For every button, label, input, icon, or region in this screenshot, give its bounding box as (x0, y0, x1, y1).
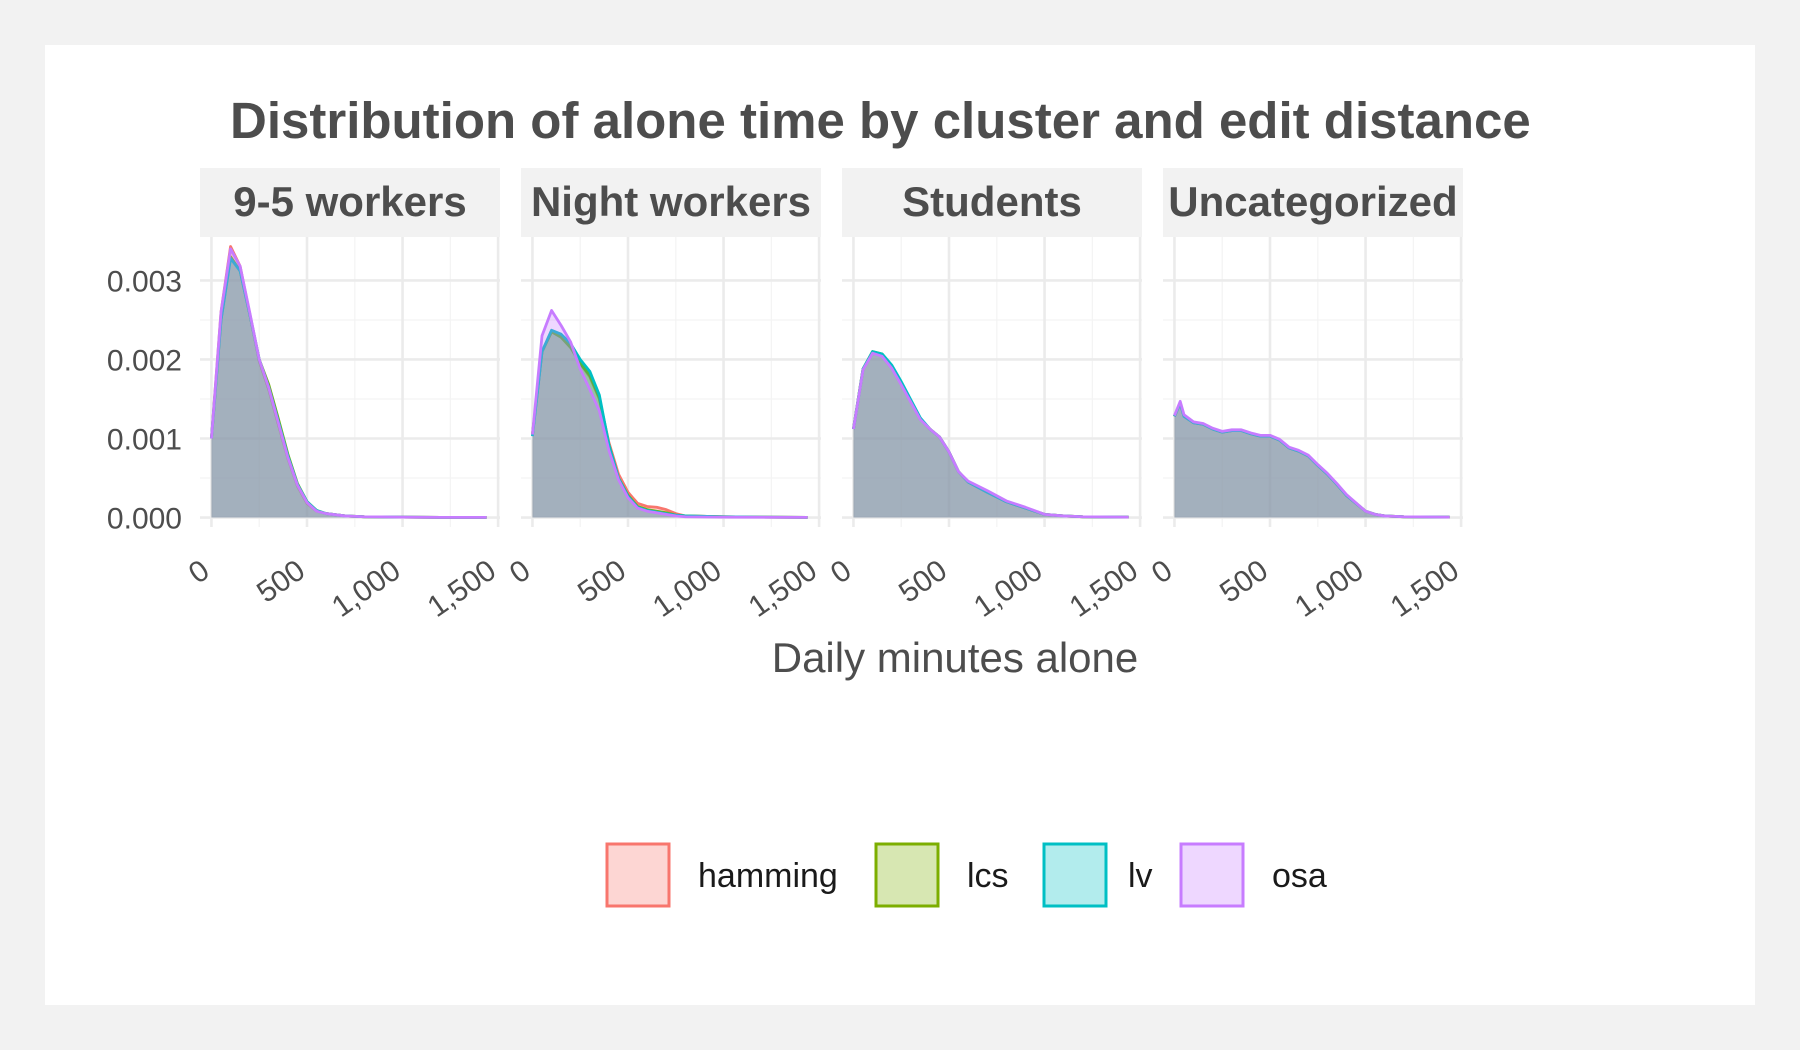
legend-item-lcs: lcs (874, 842, 1009, 908)
x-tick-label: 0 (825, 554, 858, 591)
legend-item-osa: osa (1179, 842, 1327, 908)
density-area-hamming (853, 353, 1129, 518)
chart-title: Distribution of alone time by cluster an… (230, 92, 1531, 149)
legend-key-swatch (1042, 842, 1108, 908)
x-tick-label: 1,500 (422, 554, 502, 624)
y-tick-label: 0.000 (107, 503, 182, 536)
x-tick-label: 1,500 (743, 554, 823, 624)
grid-lines (521, 237, 821, 527)
density-area-lcs (532, 331, 808, 518)
facet-strip (842, 168, 1142, 237)
facet-strip-label: Uncategorized (1168, 178, 1457, 225)
legend: hamming lcs lv osa (605, 842, 1327, 908)
x-tick-label: 0 (183, 554, 216, 591)
y-tick-label: 0.001 (107, 423, 182, 456)
legend-key-swatch (1179, 842, 1245, 908)
density-area-lv (853, 351, 1129, 518)
x-tick-label: 1,500 (1064, 554, 1144, 624)
facet-strip (200, 168, 500, 237)
density-area-osa (853, 353, 1129, 518)
facet-strip-label: Students (902, 178, 1082, 225)
legend-label: lcs (967, 857, 1009, 895)
x-tick-label: 500 (893, 554, 953, 610)
x-tick-label: 0 (1146, 554, 1179, 591)
legend-item-hamming: hamming (605, 842, 838, 908)
density-area-hamming (532, 331, 808, 518)
x-tick-label: 500 (251, 554, 311, 610)
x-tick-label: 1,000 (647, 554, 727, 624)
facet-strip-label: 9-5 workers (233, 178, 466, 225)
legend-item-lv: lv (1042, 842, 1153, 908)
legend-key-swatch (874, 842, 940, 908)
facet-panel-uncategorized: Uncategorized 0 500 1,000 1,500 (1146, 168, 1465, 624)
legend-key-background (605, 842, 671, 908)
facet-panel-night-workers: Night workers 0 500 1,000 1,500 (504, 168, 823, 624)
x-tick-label: 1,000 (326, 554, 406, 624)
legend-key-background (874, 842, 940, 908)
facet-strip (1163, 168, 1463, 237)
legend-label: osa (1272, 857, 1327, 895)
x-tick-label: 1,500 (1385, 554, 1465, 624)
x-tick-label: 0 (504, 554, 537, 591)
density-area-osa (532, 310, 808, 518)
grid-lines (842, 237, 1142, 527)
facet-strip-label: Night workers (531, 178, 811, 225)
density-line-osa (531, 309, 808, 519)
density-area-hamming (211, 246, 487, 518)
chart-svg: Distribution of alone time by cluster an… (107, 92, 1531, 908)
legend-key-background (1042, 842, 1108, 908)
y-tick-label: 0.002 (107, 344, 182, 377)
legend-key-swatch (605, 842, 671, 908)
legend-key-background (1179, 842, 1245, 908)
y-axis: 0.000 0.001 0.002 0.003 (107, 265, 182, 535)
facet-strip (521, 168, 821, 237)
density-line-osa (852, 351, 1129, 519)
facet-panel-9-5-workers: 9-5 workers 0 500 1,000 1,500 (183, 168, 502, 624)
density-line-osa (210, 247, 487, 519)
x-tick-label: 1,000 (1289, 554, 1369, 624)
y-tick-label: 0.003 (107, 265, 182, 298)
x-tick-label: 500 (1214, 554, 1274, 610)
x-axis-title: Daily minutes alone (772, 634, 1139, 681)
density-area-lcs (211, 256, 487, 518)
x-tick-label: 500 (572, 554, 632, 610)
grid-lines (1163, 237, 1463, 527)
density-area-lcs (853, 351, 1129, 518)
density-area-lv (532, 330, 808, 518)
legend-label: lv (1128, 857, 1153, 895)
density-area-lv (211, 258, 487, 518)
density-area-osa (211, 248, 487, 518)
x-tick-label: 1,000 (968, 554, 1048, 624)
legend-label: hamming (698, 857, 838, 895)
chart-figure: Distribution of alone time by cluster an… (45, 45, 1755, 1005)
density-line-osa (1173, 399, 1450, 519)
facet-panel-students: Students 0 500 1,000 1,500 (825, 168, 1144, 624)
